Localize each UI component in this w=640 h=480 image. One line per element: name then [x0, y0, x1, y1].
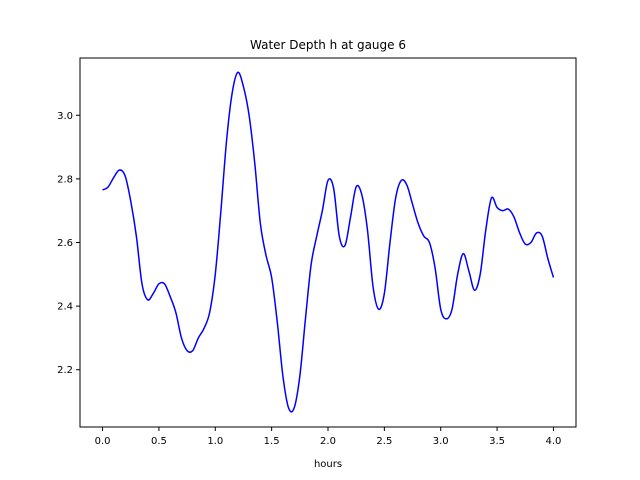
x-tick-label: 0.5 [151, 436, 167, 447]
x-axis: 0.0 0.5 1.0 1.5 2.0 2.5 3.0 3.5 4.0 [95, 427, 562, 447]
y-tick-label: 2.6 [57, 238, 73, 249]
series-line [102, 71, 555, 413]
y-tick-label: 2.2 [57, 365, 73, 376]
x-tick-label: 3.0 [433, 436, 449, 447]
x-tick-label: 2.0 [320, 436, 336, 447]
y-tick-label: 2.8 [57, 174, 73, 185]
plot-area [79, 57, 577, 428]
plot-frame [79, 57, 577, 428]
x-tick-label: 1.0 [207, 436, 223, 447]
x-tick-label: 2.5 [376, 436, 392, 447]
x-tick-label: 4.0 [546, 436, 562, 447]
y-tick-label: 3.0 [57, 111, 73, 122]
y-tick-label: 2.4 [57, 302, 73, 313]
chart-title: Water Depth h at gauge 6 [250, 38, 406, 52]
y-axis: 2.2 2.4 2.6 2.8 3.0 [57, 111, 80, 376]
x-tick-label: 3.5 [489, 436, 505, 447]
x-axis-label: hours [314, 459, 342, 470]
x-tick-label: 1.5 [264, 436, 280, 447]
x-tick-label: 0.0 [95, 436, 111, 447]
